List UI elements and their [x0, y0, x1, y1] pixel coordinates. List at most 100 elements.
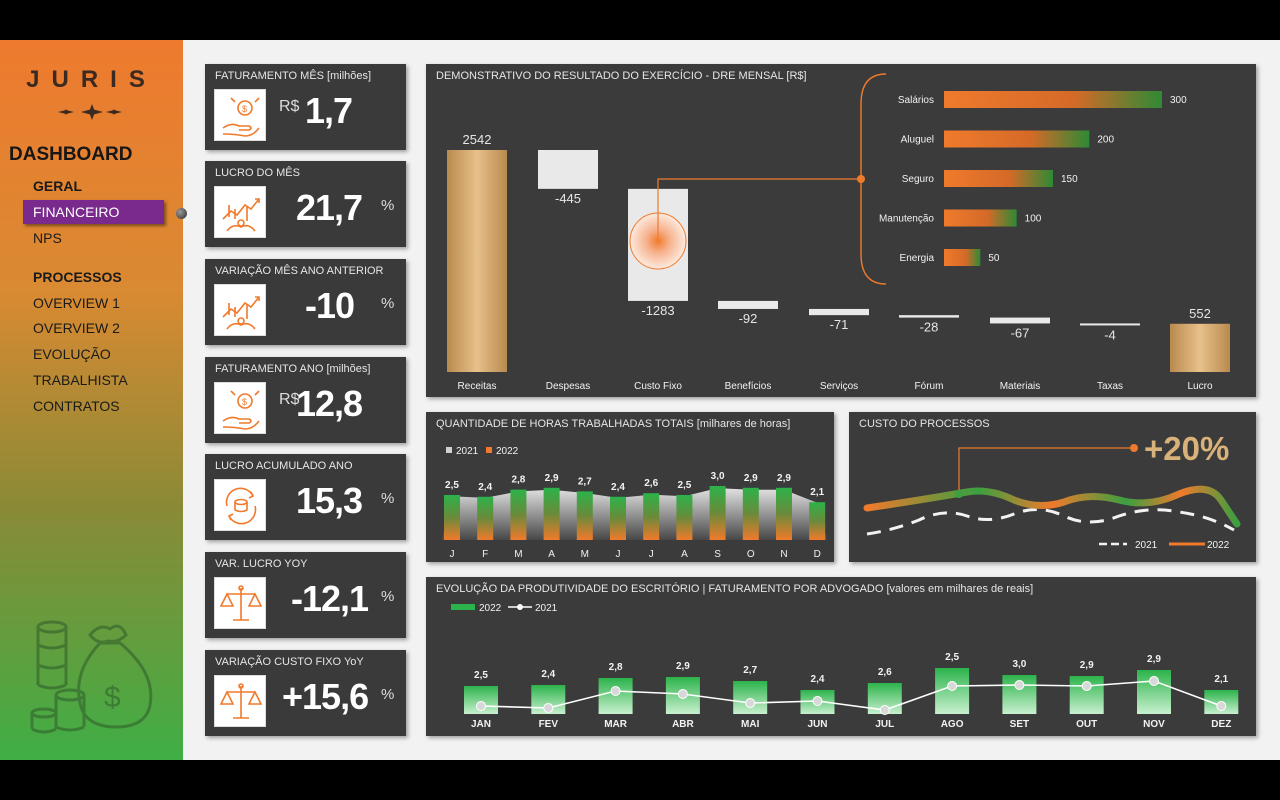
prod-value-label: 2,4	[811, 674, 825, 685]
kpi-card: FATURAMENTO MÊS [milhões] $ R$ 1,7	[205, 64, 406, 150]
kpi-card: LUCRO ACUMULADO ANO 15,3%	[205, 454, 406, 540]
menu-item-overview-1[interactable]: OVERVIEW 1	[33, 295, 120, 311]
growth-chart-icon	[214, 186, 266, 238]
horas-value-label: 2,5	[445, 480, 459, 491]
horas-month-label: M	[514, 549, 522, 560]
prod-line-point	[476, 701, 486, 711]
menu-item-nps[interactable]: NPS	[33, 230, 62, 246]
dre-value-label: -445	[555, 191, 581, 206]
breakdown-label: Seguro	[902, 174, 935, 185]
horas-month-label: F	[482, 549, 488, 560]
prod-month-label: ABR	[672, 719, 694, 730]
horas-value-label: 3,0	[711, 471, 725, 482]
horas-month-label: S	[714, 549, 721, 560]
money-bag-icon: $	[30, 620, 153, 734]
horas-value-label: 2,9	[545, 473, 559, 484]
breakdown-value: 200	[1097, 135, 1114, 146]
prod-value-label: 2,7	[743, 665, 757, 676]
prod-legend-2021: 2021	[535, 603, 558, 614]
horas-value-label: 2,5	[677, 480, 691, 491]
active-indicator-dot	[176, 208, 187, 219]
prod-line-point	[947, 681, 958, 691]
dashboard-screen: JURIS DASHBOARD GERAL FINANCEIRO NPS PROCES…	[0, 40, 1280, 760]
breakdown-bar-seguro	[944, 170, 1053, 187]
menu-item-evolução[interactable]: EVOLUÇÃO	[33, 346, 111, 362]
logo: JURIS	[26, 66, 157, 93]
menu-item-contratos[interactable]: CONTRATOS	[33, 398, 120, 414]
horas-bar	[643, 493, 660, 540]
horas-legend-2021: 2021	[456, 446, 479, 457]
menu-item-trabalhista[interactable]: TRABALHISTA	[33, 372, 128, 388]
horas-value-label: 2,9	[744, 473, 758, 484]
kpi-label: VARIAÇÃO CUSTO FIXO YoY	[215, 656, 364, 668]
dre-bar-taxas	[1080, 323, 1140, 326]
dre-category-label: Receitas	[458, 381, 497, 392]
prod-month-label: DEZ	[1211, 719, 1231, 730]
custo-line-2022	[863, 485, 1241, 528]
prod-month-label: MAI	[741, 719, 760, 730]
breakdown-value: 50	[988, 253, 1000, 264]
horas-bar	[444, 495, 460, 540]
kpi-prefix: R$	[279, 391, 300, 408]
menu-item-overview-2[interactable]: OVERVIEW 2	[33, 320, 120, 336]
breakdown-bar-energia	[944, 249, 981, 266]
prod-line-point	[1081, 681, 1092, 691]
growth-chart-icon	[214, 284, 266, 336]
prod-month-label: JUN	[807, 719, 827, 730]
horas-legend-2022: 2022	[496, 446, 519, 457]
kpi-label: FATURAMENTO MÊS [milhões]	[215, 70, 372, 82]
kpi-card: VAR. LUCRO YOY -12,1%	[205, 552, 406, 638]
kpi-suffix: %	[381, 490, 395, 507]
kpi-value: -10	[305, 285, 355, 326]
horas-bar	[576, 491, 593, 540]
dre-panel: DEMONSTRATIVO DO RESULTADO DO EXERCÍCIO …	[426, 64, 1256, 397]
horas-month-label: J	[450, 549, 455, 560]
kpi-label: LUCRO ACUMULADO ANO	[215, 460, 353, 472]
horas-value-label: 2,6	[644, 478, 658, 489]
sidebar: JURIS DASHBOARD GERAL FINANCEIRO NPS PROCES…	[0, 40, 187, 760]
horas-month-label: O	[747, 549, 755, 560]
prod-value-label: 2,1	[1214, 674, 1228, 685]
prod-month-label: SET	[1010, 719, 1029, 730]
dre-category-label: Custo Fixo	[634, 381, 682, 392]
kpi-card: FATURAMENTO ANO [milhões] $ R$ 12,8	[205, 357, 406, 443]
kpi-value: 1,7	[305, 90, 353, 131]
prod-value-label: 2,8	[609, 662, 623, 673]
prod-line-point	[677, 689, 688, 699]
horas-bar	[510, 489, 527, 540]
prod-value-label: 2,9	[676, 661, 690, 672]
hand-money-icon: $	[214, 89, 266, 141]
menu-item-financeiro[interactable]: FINANCEIRO	[23, 200, 164, 224]
horas-bar	[776, 487, 792, 540]
dre-value-label: -71	[830, 317, 849, 332]
dre-bar-materiais	[990, 317, 1050, 324]
horas-bar	[610, 496, 626, 540]
dre-category-label: Lucro	[1187, 381, 1212, 392]
prod-line-point	[812, 696, 823, 706]
prod-line-point	[879, 705, 890, 715]
custo-legend-2022: 2022	[1207, 540, 1230, 551]
dre-value-label: -67	[1011, 325, 1030, 340]
breakdown-bar-salários	[944, 91, 1162, 108]
prod-month-label: JAN	[471, 719, 491, 730]
scale-icon	[214, 675, 266, 727]
horas-bar	[676, 495, 693, 540]
dre-value-label: 2542	[463, 132, 492, 147]
horas-month-label: A	[681, 549, 688, 560]
dre-bar-receitas	[447, 150, 507, 372]
kpi-label: VAR. LUCRO YOY	[215, 558, 308, 570]
prod-legend-2022: 2022	[479, 603, 502, 614]
custo-callout-dot	[955, 490, 963, 498]
horas-value-label: 2,4	[611, 482, 625, 493]
menu-section-geral: GERAL	[33, 178, 82, 194]
prod-line-point	[745, 698, 756, 708]
prod-line-point	[1216, 701, 1227, 711]
scale-icon	[214, 577, 266, 629]
kpi-label: VARIAÇÃO MÊS ANO ANTERIOR	[215, 265, 384, 277]
sparkle-icon	[58, 104, 122, 120]
breakdown-value: 300	[1170, 95, 1187, 106]
horas-month-label: J	[616, 549, 621, 560]
dre-bar-serviços	[809, 308, 869, 316]
breakdown-label: Energia	[900, 253, 935, 264]
horas-title: QUANTIDADE DE HORAS TRABALHADAS TOTAIS […	[436, 418, 791, 430]
